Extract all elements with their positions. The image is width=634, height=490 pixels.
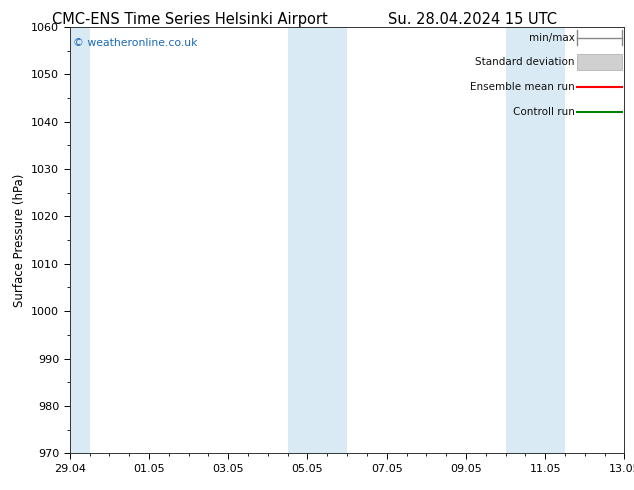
- Text: © weatheronline.co.uk: © weatheronline.co.uk: [72, 38, 197, 48]
- Text: Standard deviation: Standard deviation: [475, 57, 574, 67]
- Bar: [578, 54, 622, 71]
- Y-axis label: Surface Pressure (hPa): Surface Pressure (hPa): [13, 173, 25, 307]
- Text: CMC-ENS Time Series Helsinki Airport: CMC-ENS Time Series Helsinki Airport: [53, 12, 328, 27]
- Text: Su. 28.04.2024 15 UTC: Su. 28.04.2024 15 UTC: [388, 12, 557, 27]
- Text: min/max: min/max: [529, 33, 574, 43]
- Bar: [506, 27, 565, 453]
- Bar: [70, 27, 89, 453]
- Text: Controll run: Controll run: [513, 107, 574, 117]
- Text: Ensemble mean run: Ensemble mean run: [470, 82, 574, 92]
- Bar: [288, 27, 347, 453]
